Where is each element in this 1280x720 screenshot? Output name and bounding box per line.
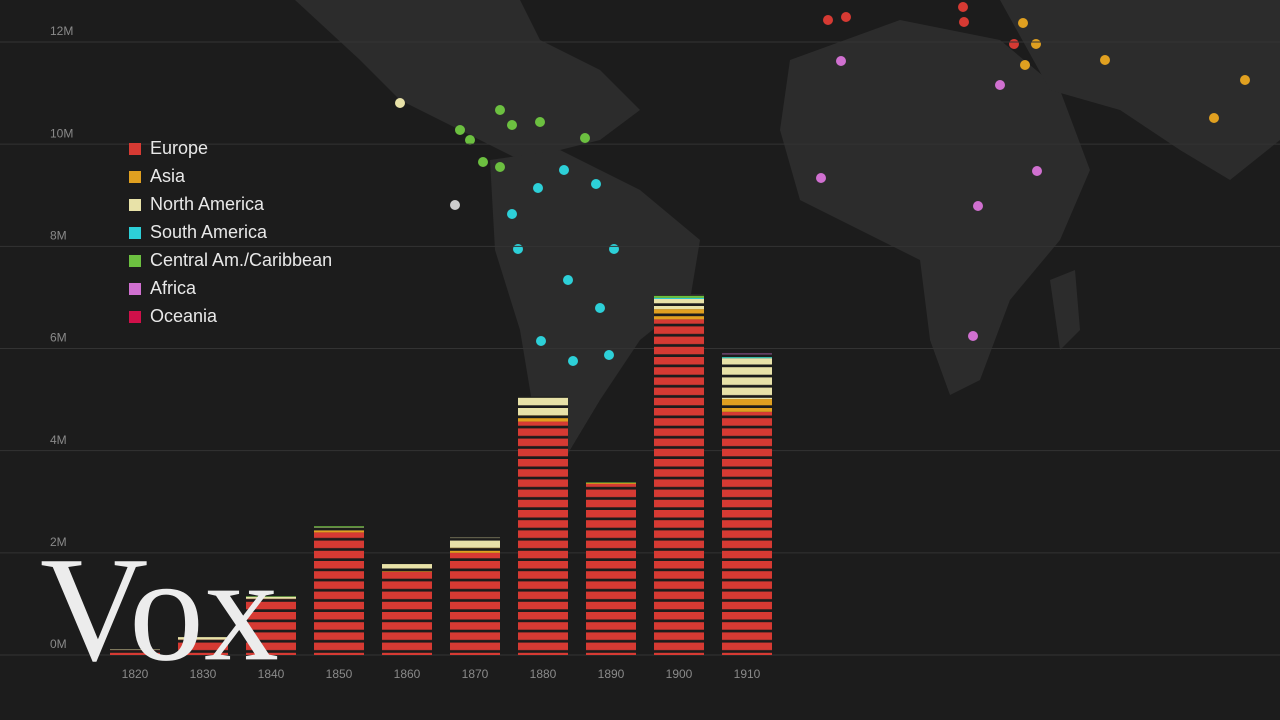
legend: Europe Asia North America South America Cent… [129, 138, 332, 326]
bar-stripes [518, 396, 568, 655]
legend-swatch [129, 199, 141, 211]
x-tick-label: 1870 [462, 667, 489, 681]
legend-swatch [129, 171, 141, 183]
y-tick-label: 0M [50, 637, 67, 651]
bar-stripes [314, 526, 364, 655]
legend-label: North America [150, 194, 265, 214]
bar-stripes [722, 353, 772, 655]
y-tick-label: 6M [50, 331, 67, 345]
bar-stripes [178, 637, 228, 655]
legend-label: Africa [150, 278, 197, 298]
y-tick-label: 8M [50, 229, 67, 243]
x-tick-label: 1840 [258, 667, 285, 681]
bar-stripes [586, 482, 636, 655]
x-tick-label: 1830 [190, 667, 217, 681]
bars: 1820 1830 1840 1850 1860 1870 1880 1890 1900 1910 [110, 294, 772, 681]
grid: 0M 2M 4M 6M 8M 10M 12M [0, 24, 1280, 656]
x-tick-label: 1860 [394, 667, 421, 681]
legend-label: Central Am./Caribbean [150, 250, 332, 270]
x-tick-label: 1850 [326, 667, 353, 681]
y-tick-label: 12M [50, 24, 73, 38]
bar-stripes [110, 649, 160, 655]
x-tick-label: 1900 [666, 667, 693, 681]
legend-label: Europe [150, 138, 208, 158]
bar-stripes [382, 564, 432, 655]
legend-label: Asia [150, 166, 186, 186]
x-tick-label: 1910 [734, 667, 761, 681]
bar-stripes [246, 596, 296, 655]
legend-swatch [129, 227, 141, 239]
x-tick-label: 1880 [530, 667, 557, 681]
map-dots [395, 2, 1250, 366]
legend-swatch [129, 283, 141, 295]
legend-label: Oceania [150, 306, 218, 326]
watermark: Vox [40, 526, 279, 692]
y-tick-label: 2M [50, 535, 67, 549]
legend-swatch [129, 143, 141, 155]
x-tick-label: 1820 [122, 667, 149, 681]
bar-stripes [450, 537, 500, 655]
legend-swatch [129, 311, 141, 323]
bar-stripes [654, 294, 704, 655]
legend-label: South America [150, 222, 268, 242]
y-tick-label: 4M [50, 433, 67, 447]
x-tick-label: 1890 [598, 667, 625, 681]
legend-swatch [129, 255, 141, 267]
y-tick-label: 10M [50, 126, 73, 140]
